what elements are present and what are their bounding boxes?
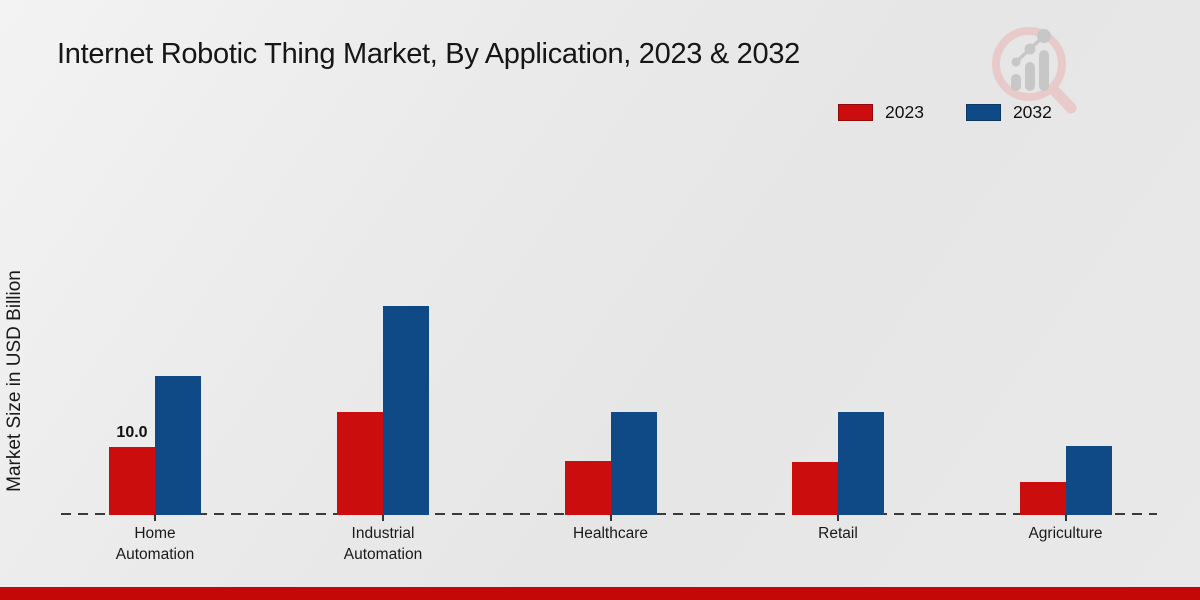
bar-2032-home-automation [155,376,201,515]
page-title: Internet Robotic Thing Market, By Applic… [57,38,800,70]
legend-label-2023: 2023 [885,102,924,122]
x-tick-label-agriculture: Agriculture [1028,525,1103,542]
footer-band [0,587,1200,600]
legend-swatch-2023 [838,104,873,121]
bar-2023-agriculture [1019,482,1066,515]
bar-2032-industrial-automation [383,306,429,515]
x-tick [154,515,156,521]
bar-2032-agriculture [1065,446,1112,515]
bar-group-healthcare [564,412,657,515]
bar-group-retail [792,412,884,515]
legend-item-2032: 2032 [965,102,1052,123]
legend-swatch-2032 [965,104,1001,121]
mrfr-magnifier-logo-icon [992,27,1077,114]
legend-label-2032: 2032 [1012,102,1052,122]
x-tick-label-healthcare: Healthcare [573,525,648,542]
bar-2023-retail [792,462,838,515]
bar-2023-industrial-automation [337,412,383,515]
x-tick-label-home-automation: Home Automation [115,525,195,563]
x-tick [1064,515,1067,521]
x-tick-label-industrial-automation: Industrial Automation [343,525,423,563]
x-tick [382,515,384,521]
bar-2023-home-automation: 10.0 [109,424,155,515]
bar-group-agriculture [1019,446,1112,515]
bar-2032-retail [838,412,884,515]
bar-value-label: 10.0 [116,424,148,441]
bar-group-home-automation: 10.0 [109,376,201,515]
bar-group-industrial-automation [337,306,429,515]
x-tick-label-retail: Retail [818,525,858,542]
bar-2023-healthcare [564,461,611,515]
x-tick [837,515,839,521]
legend: 2023 2032 [838,102,1052,123]
bar-2032-healthcare [610,412,657,515]
x-tick [609,515,612,521]
legend-item-2023: 2023 [838,102,924,123]
